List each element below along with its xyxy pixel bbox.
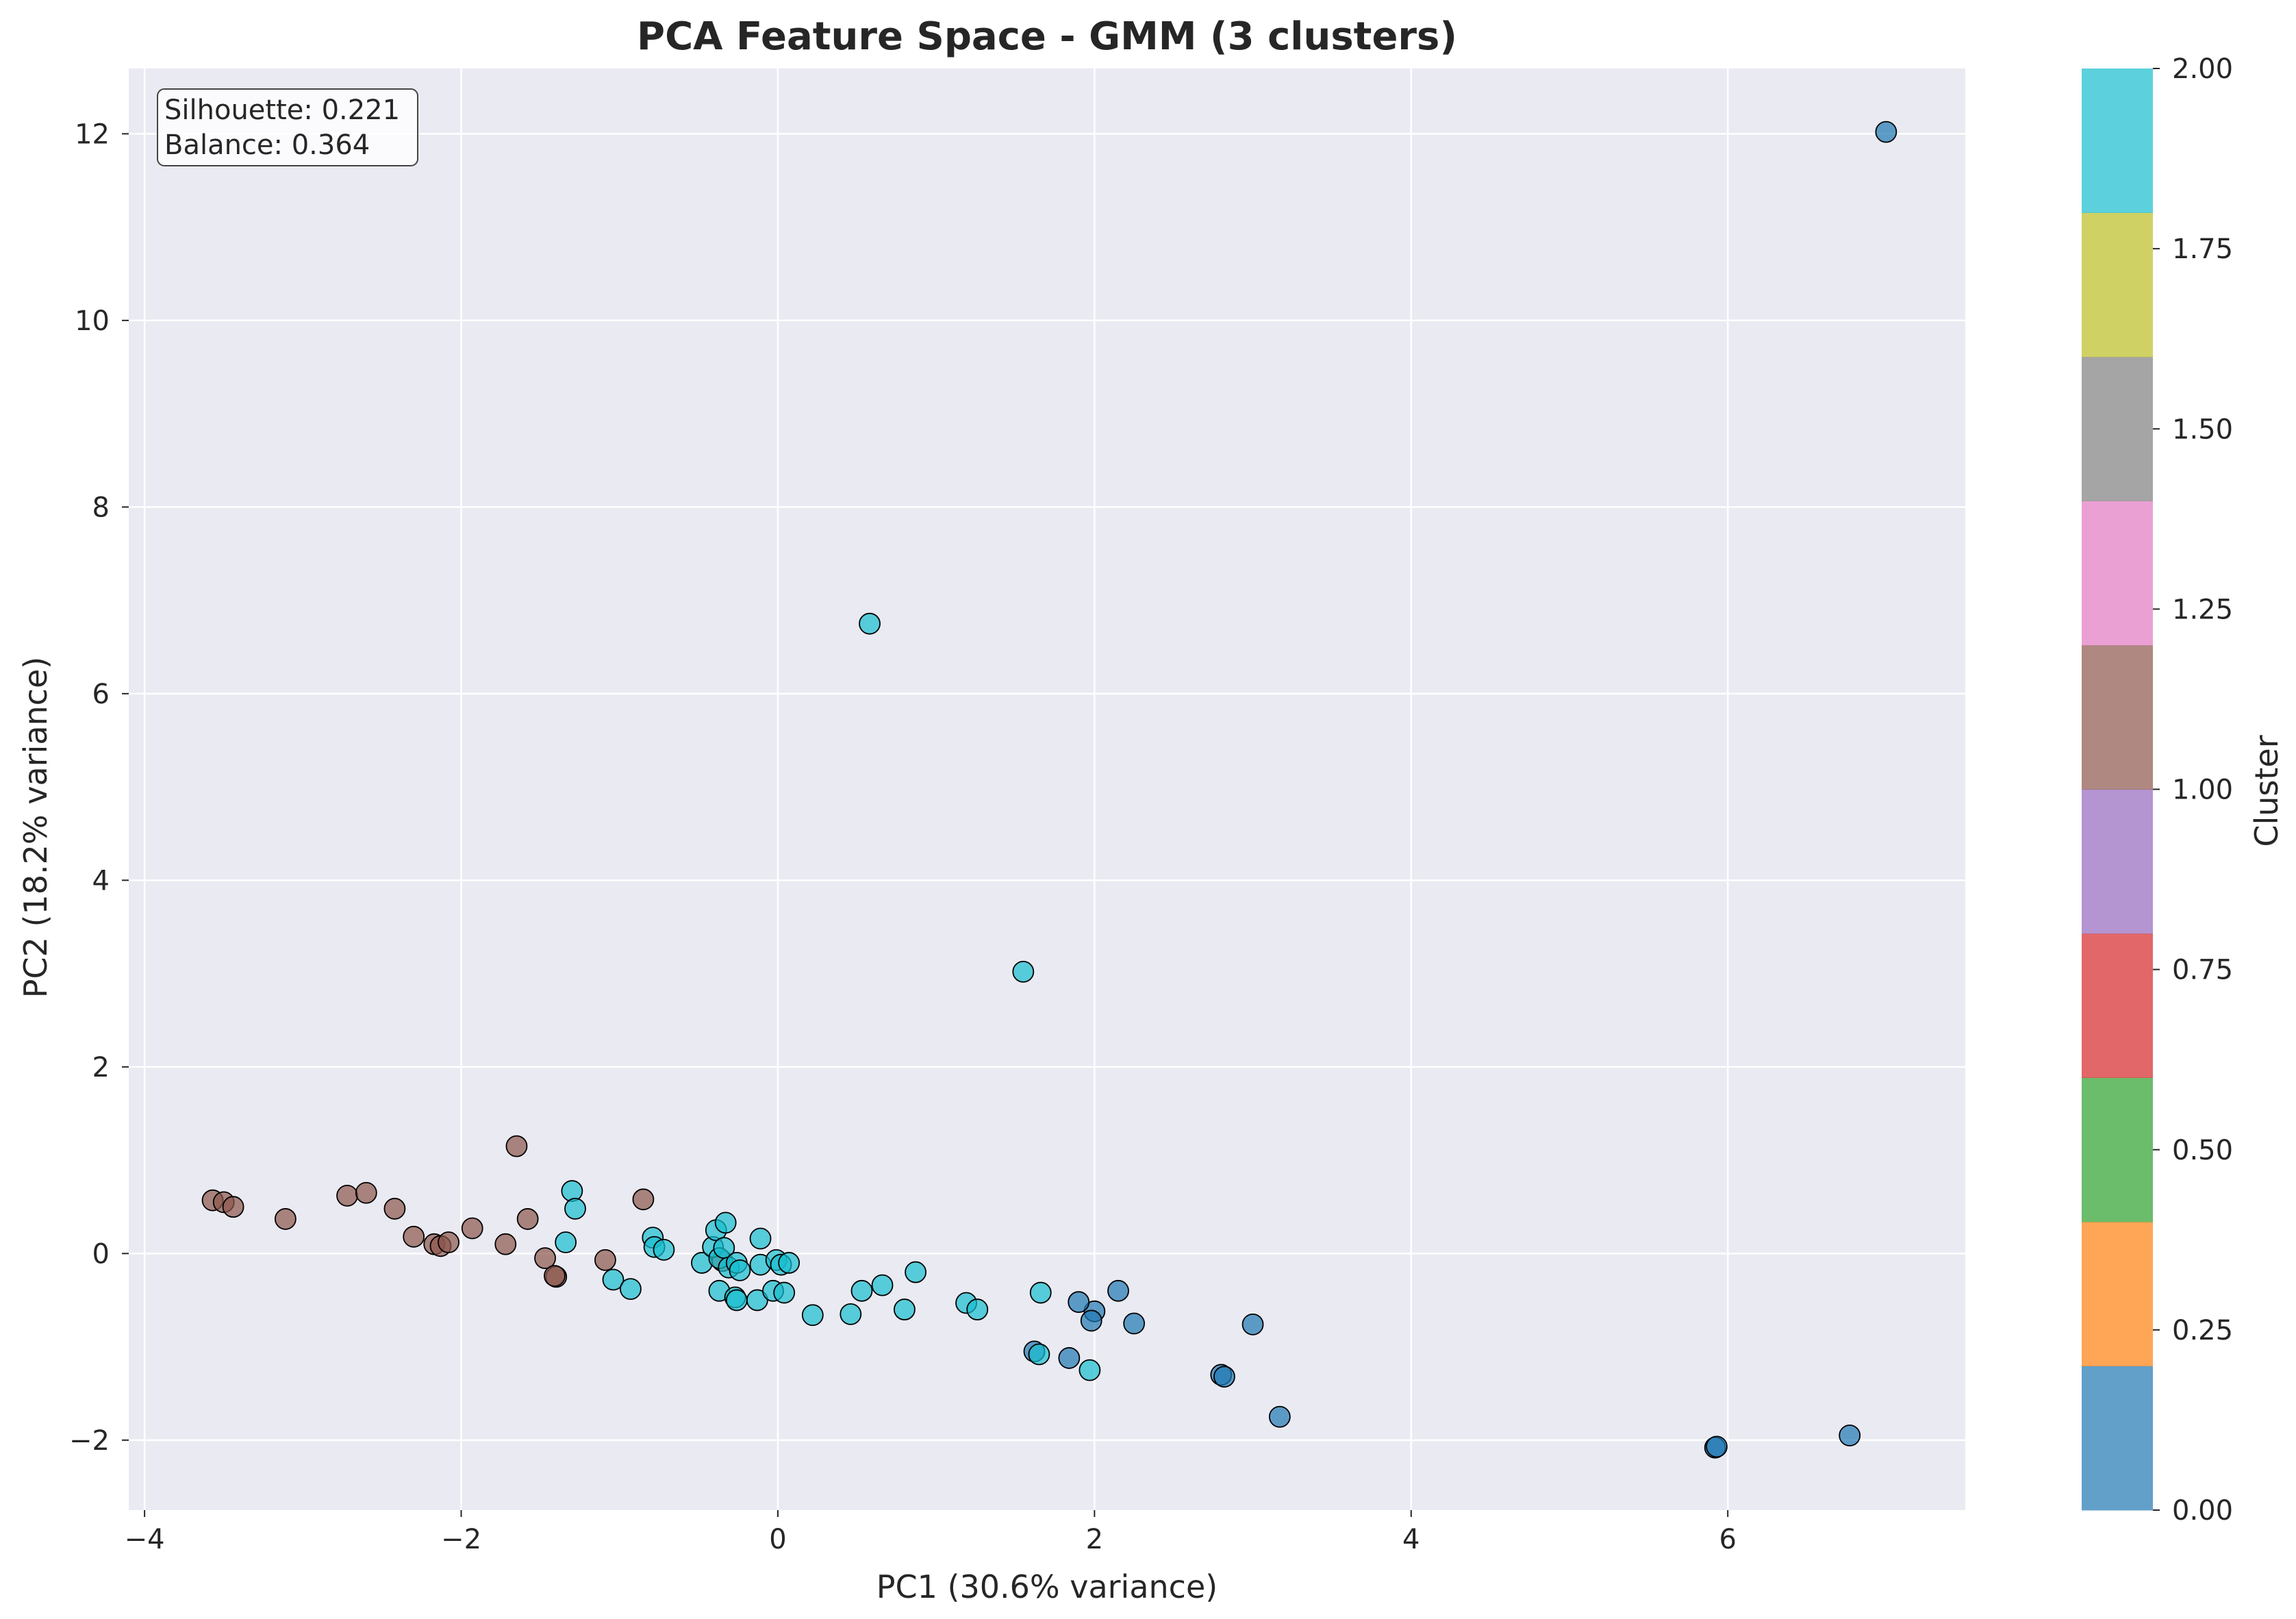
scatter-point-cluster-0 — [1241, 1313, 1264, 1335]
colorbar-tick-label: 0.50 — [2172, 1135, 2233, 1166]
scatter-point-cluster-1 — [544, 1265, 566, 1287]
scatter-point-cluster-1 — [355, 1181, 377, 1204]
colorbar-segment — [2082, 933, 2153, 1078]
scatter-point-cluster-2 — [859, 612, 881, 635]
scatter-point-cluster-2 — [850, 1279, 873, 1302]
grid — [129, 68, 1965, 1510]
colorbar-segment — [2082, 501, 2153, 646]
chart-title: PCA Feature Space - GMM (3 clusters) — [637, 14, 1457, 59]
scatter-point-cluster-2 — [714, 1212, 737, 1234]
scatter-point-cluster-2 — [564, 1198, 586, 1220]
colorbar-tick-label: 1.00 — [2172, 775, 2233, 806]
scatter-point-cluster-0 — [1213, 1366, 1235, 1388]
scatter-point-cluster-0 — [1080, 1309, 1102, 1332]
scatter-point-cluster-2 — [966, 1298, 989, 1320]
scatter-point-cluster-0 — [1107, 1279, 1129, 1302]
scatter-point-cluster-2 — [840, 1303, 862, 1325]
scatter-point-cluster-2 — [725, 1289, 748, 1311]
scatter-point-cluster-1 — [403, 1225, 425, 1248]
annotation-silhouette: Silhouette: 0.221 — [164, 95, 400, 126]
colorbar-segment — [2082, 1222, 2153, 1366]
annotation-frame — [157, 88, 418, 166]
y-tick-label: 6 — [92, 679, 110, 710]
y-tick-label: 10 — [75, 305, 110, 337]
colorbar-tick-label: 2.00 — [2172, 53, 2233, 85]
scatter-point-cluster-1 — [534, 1247, 556, 1270]
scatter-point-cluster-1 — [594, 1248, 616, 1271]
colorbar-tick-label: 1.75 — [2172, 234, 2233, 265]
scatter-point-cluster-2 — [1078, 1359, 1101, 1381]
scatter-point-cluster-2 — [561, 1180, 583, 1202]
x-axis-label: PC1 (30.6% variance) — [876, 1568, 1218, 1605]
scatter-point-cluster-2 — [1029, 1281, 1052, 1304]
scatter-point-cluster-2 — [729, 1259, 751, 1281]
scatter-point-cluster-1 — [505, 1135, 528, 1157]
scatter-point-cluster-2 — [778, 1252, 800, 1274]
colorbar-tick-label: 1.50 — [2172, 414, 2233, 445]
scatter-point-cluster-1 — [632, 1188, 655, 1211]
scatter-point-cluster-0 — [1706, 1435, 1728, 1458]
y-tick-label: 12 — [75, 118, 110, 150]
scatter-point-cluster-0 — [1058, 1347, 1081, 1369]
colorbar-segment — [2082, 1366, 2153, 1511]
colorbar: 0.00 0.25 0.50 0.75 1.00 1.25 1.50 1.75 2.00 — [2082, 53, 2233, 1527]
scatter-point-cluster-2 — [602, 1268, 625, 1291]
scatter-point-cluster-2 — [555, 1231, 577, 1253]
colorbar-tick-label: 0.75 — [2172, 955, 2233, 986]
x-tick-label: 6 — [1719, 1524, 1736, 1555]
x-tick-label: 2 — [1086, 1524, 1103, 1555]
colorbar-label: Cluster — [2248, 735, 2285, 846]
colorbar-segment — [2082, 1077, 2153, 1222]
scatter-point-cluster-2 — [801, 1304, 824, 1327]
y-axis-ticks: −2 0 2 4 6 8 10 12 — [69, 118, 129, 1457]
colorbar-tick-label: 0.25 — [2172, 1315, 2233, 1346]
scatter-point-cluster-2 — [773, 1281, 796, 1304]
x-tick-label: 0 — [769, 1524, 786, 1555]
y-tick-label: 4 — [92, 865, 110, 896]
colorbar-segment — [2082, 357, 2153, 501]
colorbar-segment — [2082, 645, 2153, 790]
scatter-point-cluster-2 — [871, 1274, 894, 1296]
scatter-point-cluster-0 — [1123, 1312, 1146, 1335]
scatter-point-cluster-1 — [516, 1208, 539, 1230]
scatter-point-cluster-0 — [1068, 1291, 1090, 1314]
scatter-point-cluster-2 — [749, 1227, 772, 1250]
scatter-point-cluster-0 — [1839, 1425, 1861, 1446]
scatter-point-cluster-0 — [1268, 1405, 1291, 1428]
y-tick-label: 0 — [92, 1238, 110, 1270]
y-tick-label: 8 — [92, 492, 110, 523]
annotation-box: Silhouette: 0.221 Balance: 0.364 — [157, 88, 418, 166]
scatter-point-cluster-1 — [461, 1217, 483, 1240]
scatter-point-cluster-1 — [274, 1208, 297, 1230]
scatter-point-cluster-0 — [1875, 121, 1897, 143]
scatter-point-cluster-2 — [620, 1278, 642, 1300]
colorbar-tick-label: 1.25 — [2172, 594, 2233, 625]
scatter-point-cluster-2 — [905, 1261, 926, 1283]
scatter-point-cluster-1 — [438, 1231, 459, 1253]
scatter-point-cluster-1 — [494, 1233, 517, 1255]
y-tick-label: −2 — [69, 1425, 110, 1457]
colorbar-segment — [2082, 212, 2153, 357]
colorbar-segment — [2082, 68, 2153, 213]
scatter-point-cluster-2 — [653, 1238, 675, 1261]
scatter-points — [201, 121, 1897, 1459]
x-tick-label: −4 — [125, 1524, 165, 1555]
scatter-point-cluster-1 — [222, 1196, 244, 1218]
annotation-balance: Balance: 0.364 — [164, 129, 370, 161]
scatter-point-cluster-1 — [336, 1184, 358, 1207]
x-tick-label: −2 — [441, 1524, 481, 1555]
y-tick-label: 2 — [92, 1052, 110, 1083]
plot-area — [129, 68, 1965, 1510]
colorbar-tick-label: 0.00 — [2172, 1495, 2233, 1527]
y-axis-label: PC2 (18.2% variance) — [17, 657, 54, 998]
scatter-point-cluster-2 — [894, 1298, 916, 1320]
colorbar-segment — [2082, 789, 2153, 934]
scatter-point-cluster-2 — [1012, 960, 1035, 983]
scatter-point-cluster-1 — [383, 1198, 406, 1220]
x-axis-ticks: −4 −2 0 2 4 6 — [125, 1510, 1737, 1555]
scatter-point-cluster-2 — [1028, 1343, 1050, 1366]
x-tick-label: 4 — [1402, 1524, 1420, 1555]
